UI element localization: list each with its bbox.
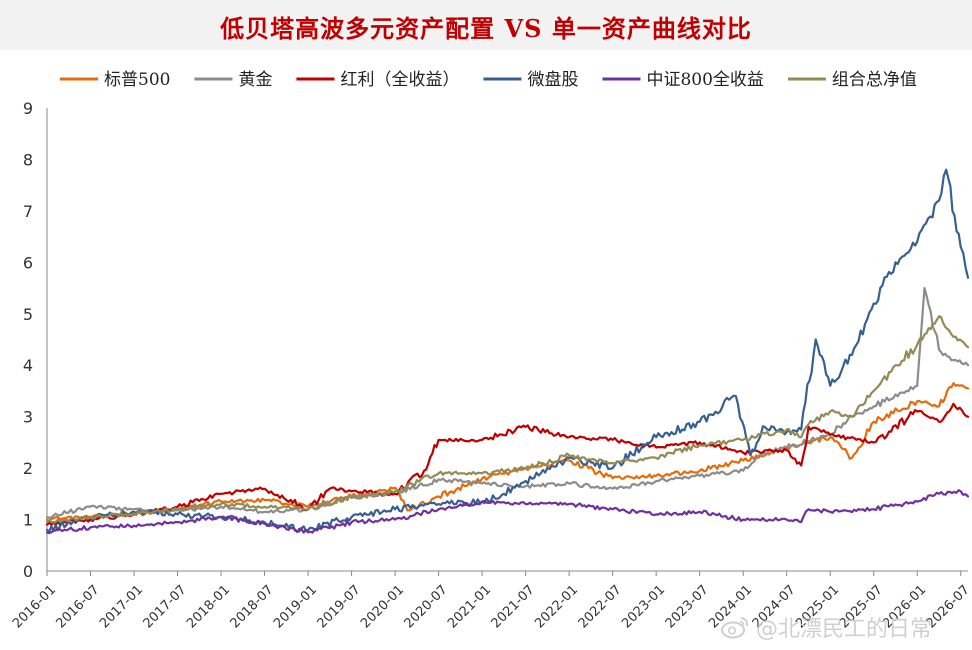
x-tick-label: 2018-07 bbox=[228, 582, 277, 631]
y-tick-label: 2 bbox=[23, 459, 33, 478]
legend-item-2: 红利（全收益） bbox=[296, 70, 459, 90]
y-tick-label: 1 bbox=[23, 511, 33, 530]
legend-item-4: 中证800全收益 bbox=[602, 70, 764, 90]
legend-item-0: 标普500 bbox=[60, 70, 170, 90]
x-tick-label: 2023-07 bbox=[663, 582, 712, 631]
y-tick-label: 9 bbox=[23, 99, 33, 118]
y-tick-label: 6 bbox=[23, 253, 33, 272]
y-tick-label: 4 bbox=[23, 356, 33, 375]
title-bar bbox=[0, 0, 972, 50]
legend-item-5: 组合总净值 bbox=[787, 70, 917, 90]
x-tick-label: 2021-07 bbox=[489, 582, 538, 631]
legend-label: 红利（全收益） bbox=[340, 70, 459, 90]
plot-area bbox=[45, 168, 970, 535]
legend-label: 黄金 bbox=[238, 70, 272, 90]
x-tick-label: 2021-01 bbox=[445, 582, 494, 631]
x-tick-label: 2020-01 bbox=[358, 582, 407, 631]
legend-label: 中证800全收益 bbox=[646, 70, 763, 90]
series-line-5 bbox=[45, 315, 970, 524]
x-tick-label: 2022-01 bbox=[532, 582, 581, 631]
x-tick-label: 2016-01 bbox=[10, 582, 59, 631]
legend-label: 标普500 bbox=[104, 70, 170, 90]
x-tick-label: 2023-01 bbox=[619, 582, 668, 631]
y-tick-label: 0 bbox=[23, 562, 33, 581]
series-line-3 bbox=[45, 168, 970, 533]
chart-legend: 标普500 黄金 红利（全收益） 微盘股 中证800全收益 组合总净值 bbox=[60, 70, 917, 90]
y-tick-label: 5 bbox=[23, 305, 33, 324]
series-line-1 bbox=[45, 287, 970, 519]
legend-label: 微盘股 bbox=[527, 70, 578, 90]
watermark-text: @北漂民工的日常 bbox=[756, 617, 933, 642]
x-tick-label: 2017-01 bbox=[97, 582, 146, 631]
legend-item-3: 微盘股 bbox=[483, 70, 578, 90]
x-tick-label: 2018-01 bbox=[184, 582, 233, 631]
x-tick-label: 2019-01 bbox=[271, 582, 320, 631]
x-tick-label: 2020-07 bbox=[402, 582, 451, 631]
series-line-2 bbox=[45, 402, 970, 527]
y-tick-label: 8 bbox=[23, 150, 33, 169]
x-tick-label: 2017-07 bbox=[141, 582, 190, 631]
x-tick-label: 2022-07 bbox=[576, 582, 625, 631]
legend-item-1: 黄金 bbox=[194, 70, 272, 90]
y-tick-label: 7 bbox=[23, 202, 33, 221]
weibo-icon bbox=[721, 617, 749, 639]
x-tick-label: 2016-07 bbox=[54, 582, 103, 631]
legend-label: 组合总净值 bbox=[832, 70, 917, 90]
y-tick-label: 3 bbox=[23, 408, 33, 427]
chart-title: 低贝塔高波多元资产配置 VS 单一资产曲线对比 bbox=[220, 14, 752, 43]
series-line-0 bbox=[45, 382, 970, 522]
watermark: @北漂民工的日常 bbox=[720, 610, 932, 644]
x-tick-label: 2019-07 bbox=[315, 582, 364, 631]
chart-axes: 01234567892016-012016-072017-012017-0720… bbox=[10, 99, 972, 631]
series-line-4 bbox=[45, 489, 970, 535]
